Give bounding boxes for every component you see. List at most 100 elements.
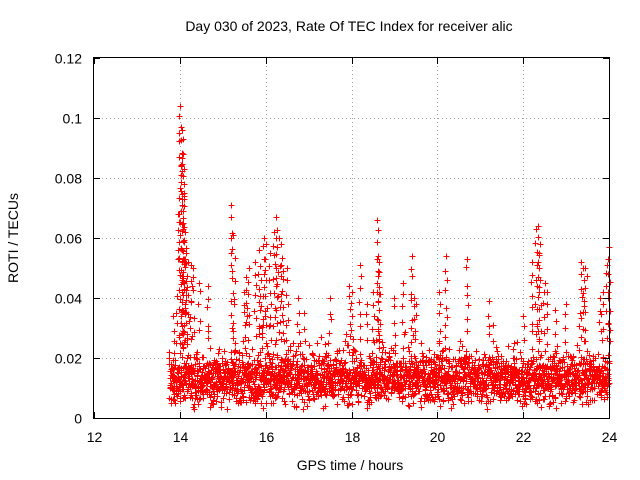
data-point	[196, 396, 203, 403]
data-point	[356, 299, 363, 306]
data-point	[293, 348, 300, 355]
data-point	[178, 124, 185, 131]
data-point	[333, 364, 340, 371]
data-point	[215, 350, 222, 357]
data-point	[296, 329, 303, 336]
data-point	[388, 365, 395, 372]
y-tick-label: 0.08	[55, 171, 82, 187]
data-point	[486, 331, 493, 338]
data-point	[293, 404, 300, 411]
data-point	[284, 265, 291, 272]
data-point	[226, 396, 233, 403]
data-point	[273, 214, 280, 221]
data-point	[409, 253, 416, 260]
data-point	[285, 356, 292, 363]
data-point	[254, 357, 261, 364]
data-point	[511, 340, 518, 347]
data-point	[406, 403, 413, 410]
data-point	[205, 323, 212, 330]
data-point	[325, 352, 332, 359]
data-point	[300, 406, 307, 413]
data-point	[521, 337, 528, 344]
data-point	[314, 340, 321, 347]
data-point	[301, 310, 308, 317]
data-point	[231, 301, 238, 308]
data-point	[328, 316, 335, 323]
data-point	[305, 393, 312, 400]
data-point	[280, 318, 287, 325]
data-point	[270, 323, 277, 330]
data-point	[605, 289, 612, 296]
data-point	[605, 320, 612, 327]
data-point	[376, 345, 383, 352]
data-point	[367, 355, 374, 362]
data-point	[224, 406, 231, 413]
data-point	[465, 394, 472, 401]
data-point	[578, 271, 585, 278]
data-point	[346, 293, 353, 300]
data-point	[192, 384, 199, 391]
data-point	[442, 287, 449, 294]
data-point	[399, 319, 406, 326]
data-point	[347, 392, 354, 399]
data-point	[242, 345, 249, 352]
data-point	[268, 301, 275, 308]
data-point	[249, 389, 256, 396]
y-tick-label: 0.02	[55, 351, 82, 367]
data-point	[600, 301, 607, 308]
data-point	[257, 358, 264, 365]
data-point	[375, 298, 382, 305]
data-point	[442, 268, 449, 275]
data-point	[444, 277, 451, 284]
data-point	[182, 395, 189, 402]
data-point	[386, 353, 393, 360]
data-point	[537, 241, 544, 248]
data-point	[375, 253, 382, 260]
data-point	[348, 300, 355, 307]
data-point	[177, 350, 184, 357]
data-point	[541, 396, 548, 403]
data-point	[351, 347, 358, 354]
data-point	[346, 283, 353, 290]
data-point	[228, 214, 235, 221]
data-point	[529, 328, 536, 335]
data-point	[465, 302, 472, 309]
data-point	[276, 329, 283, 336]
data-point	[529, 346, 536, 353]
data-point	[294, 358, 301, 365]
data-point	[607, 308, 614, 315]
data-point	[357, 262, 364, 269]
data-point	[244, 305, 251, 312]
data-point	[207, 345, 214, 352]
y-tick-label: 0.1	[63, 111, 83, 127]
x-tick-label: 12	[87, 429, 103, 445]
data-point	[405, 344, 412, 351]
data-point	[341, 360, 348, 367]
data-point	[322, 353, 329, 360]
data-point	[311, 363, 318, 370]
data-point	[310, 352, 317, 359]
data-point	[205, 283, 212, 290]
data-point	[260, 405, 267, 412]
data-point	[369, 350, 376, 357]
data-point	[253, 282, 260, 289]
data-point	[349, 386, 356, 393]
data-point	[456, 347, 463, 354]
data-point	[330, 393, 337, 400]
data-point	[291, 391, 298, 398]
data-point	[490, 322, 497, 329]
data-point	[239, 352, 246, 359]
data-point	[188, 298, 195, 305]
data-point	[544, 301, 551, 308]
data-point	[544, 289, 551, 296]
data-point	[208, 375, 215, 382]
data-point	[276, 235, 283, 242]
data-point	[391, 320, 398, 327]
data-point	[256, 247, 263, 254]
data-point	[486, 323, 493, 330]
data-point	[578, 315, 585, 322]
data-point	[249, 361, 256, 368]
data-point	[171, 397, 178, 404]
data-point	[544, 311, 551, 318]
